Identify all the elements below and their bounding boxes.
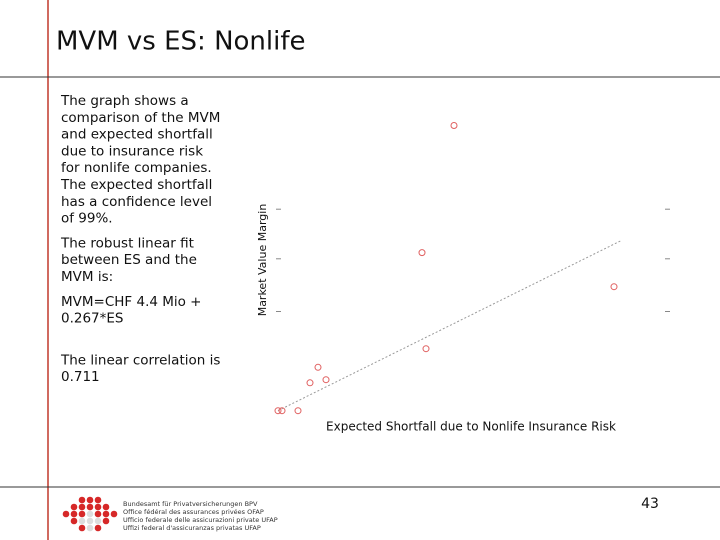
- body-line: comparison of the MVM: [61, 110, 220, 126]
- logo-dot: [78, 503, 86, 511]
- y-axis-label: Market Value Margin: [256, 204, 269, 317]
- point: [306, 379, 314, 387]
- page-number: 43: [641, 496, 659, 512]
- logo-dot: [94, 510, 102, 518]
- body-line: 0.711: [61, 369, 100, 385]
- x-axis-label: Expected Shortfall due to Nonlife Insura…: [326, 420, 616, 434]
- body-line: MVM=CHF 4.4 Mio +: [61, 294, 202, 310]
- body-line: 0.267*ES: [61, 311, 124, 327]
- logo-dot: [86, 524, 94, 532]
- body-line: for nonlife companies.: [61, 160, 212, 176]
- chart: Market Value Margin Expected Shortfall du…: [256, 122, 670, 434]
- logo-dot: [70, 510, 78, 518]
- logo-dot: [86, 517, 94, 525]
- slide-title: MVM vs ES: Nonlife: [56, 27, 306, 57]
- logo-dot: [110, 510, 118, 518]
- logo-dot: [102, 517, 110, 525]
- logo: [62, 496, 118, 532]
- body-line: The expected shortfall: [60, 177, 212, 193]
- body-line: The graph shows a: [60, 93, 189, 109]
- point: [418, 249, 426, 257]
- footer: Bundesamt für Privatversicherungen BPVOf…: [123, 500, 278, 532]
- logo-dot: [86, 496, 94, 504]
- org-line: Office fédéral des assurances privées OF…: [123, 508, 264, 516]
- logo-dot: [78, 517, 86, 525]
- point: [274, 407, 282, 415]
- body-line: The linear correlation is: [60, 352, 220, 368]
- body-line: between ES and the: [61, 252, 197, 268]
- logo-dot: [70, 503, 78, 511]
- body-line: of 99%.: [61, 211, 113, 227]
- fit-line: [277, 239, 623, 412]
- point: [278, 407, 286, 415]
- body-line: has a confidence level: [61, 194, 212, 210]
- logo-dot: [94, 517, 102, 525]
- logo-dot: [94, 496, 102, 504]
- logo-dot: [78, 510, 86, 518]
- body-line: and expected shortfall: [61, 127, 213, 143]
- point: [322, 376, 330, 384]
- logo-dot: [78, 524, 86, 532]
- point: [450, 122, 458, 129]
- org-line: Bundesamt für Privatversicherungen BPV: [123, 500, 258, 508]
- logo-dot: [102, 510, 110, 518]
- logo-dot: [94, 524, 102, 532]
- logo-dot: [86, 503, 94, 511]
- logo-dot: [62, 510, 70, 518]
- org-line: Ufficio federale delle assicurazioni pri…: [123, 516, 278, 524]
- logo-dot: [70, 517, 78, 525]
- body-line: due to insurance risk: [61, 143, 203, 159]
- point: [422, 345, 430, 353]
- logo-dot: [102, 503, 110, 511]
- point: [610, 283, 618, 291]
- org-line: Uffizi federal d'assicuranzas privatas U…: [123, 524, 261, 532]
- logo-dot: [86, 510, 94, 518]
- body-line: The robust linear fit: [60, 235, 194, 251]
- logo-dot: [78, 496, 86, 504]
- point: [294, 407, 302, 415]
- logo-dot: [94, 503, 102, 511]
- point: [314, 363, 322, 371]
- body-line: MVM is:: [61, 269, 113, 285]
